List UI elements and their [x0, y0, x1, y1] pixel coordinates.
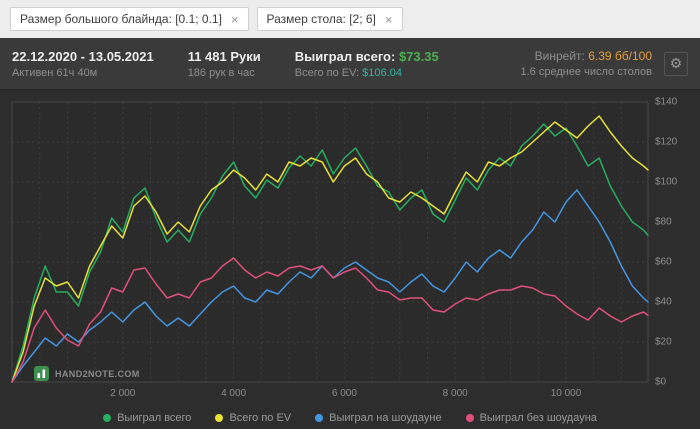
series-line-1: [11, 115, 649, 383]
y-axis-label: $20: [655, 337, 672, 348]
legend-label: Всего по EV: [229, 412, 292, 424]
x-axis-label: 6 000: [332, 388, 357, 399]
stats-header: 22.12.2020 - 13.05.2021 Активен 61ч 40м …: [0, 38, 700, 90]
legend-label: Выиграл всего: [117, 412, 192, 424]
legend-dot-yellow: [215, 414, 224, 422]
legend-label: Выиграл без шоудауна: [479, 412, 597, 424]
hand2note-logo-icon: [34, 366, 49, 381]
x-axis-label: 8 000: [443, 388, 468, 399]
winrate-group: Винрейт: 6.39 бб/100 1.6 среднее число с…: [520, 49, 652, 78]
series-line-3: [11, 257, 649, 383]
settings-button[interactable]: ⚙: [664, 51, 688, 76]
legend-item-non-showdown[interactable]: Выиграл без шоудауна: [465, 412, 597, 424]
hands-per-hour: 186 рук в час: [187, 66, 255, 79]
legend-dot-pink: [465, 414, 474, 422]
y-axis-label: $60: [655, 257, 672, 268]
y-axis-label: $0: [655, 377, 667, 388]
winnings-group: Выиграл всего: $73.35 Всего по EV: $106.…: [295, 49, 439, 79]
chart-legend: Выиграл всего Всего по EV Выиграл на шоу…: [0, 407, 700, 429]
report-panel: 22.12.2020 - 13.05.2021 Активен 61ч 40м …: [0, 38, 700, 429]
avg-tables: 1.6 среднее число столов: [520, 66, 652, 78]
filter-chip-table-size[interactable]: Размер стола: [2; 6] ×: [256, 7, 403, 31]
legend-dot-blue: [315, 414, 324, 422]
filter-chip-label: Размер стола: [2; 6]: [266, 12, 376, 26]
y-axis-label: $140: [655, 97, 678, 108]
close-icon[interactable]: ×: [230, 11, 239, 27]
legend-item-won-total[interactable]: Выиграл всего: [103, 412, 191, 424]
x-axis-label: 4 000: [221, 388, 246, 399]
y-axis-label: $100: [655, 177, 678, 188]
close-icon[interactable]: ×: [384, 11, 393, 27]
gear-icon: ⚙: [669, 55, 683, 71]
watermark-text: HAND2NOTE.COM: [55, 368, 140, 379]
hands-group: 11 481 Руки 186 рук в час: [188, 49, 261, 79]
filter-bar: Размер большого блайнда: [0.1; 0.1] × Ра…: [0, 0, 700, 38]
x-axis-label: 2 000: [110, 388, 135, 399]
legend-label: Выиграл на шоудауне: [329, 412, 442, 424]
won-total-value: $73.35: [398, 48, 439, 64]
winnings-graph[interactable]: $0 $20 $40 $60 $80 $100 $120 $140 2 000 4 000 6 00…: [8, 96, 692, 402]
y-axis-label: $120: [655, 137, 678, 148]
active-time: Активен 61ч 40м: [12, 66, 98, 79]
chart-area[interactable]: $0 $20 $40 $60 $80 $100 $120 $140 2 000 4 000 6 00…: [0, 90, 700, 407]
filter-chip-big-blind-size[interactable]: Размер большого блайнда: [0.1; 0.1] ×: [10, 7, 249, 31]
winrate-label: Винрейт:: [534, 49, 585, 63]
plot-background: [12, 102, 648, 382]
hand2note-watermark: HAND2NOTE.COM: [34, 366, 140, 381]
ev-total-label: Всего по EV:: [294, 66, 360, 79]
y-axis-label: $80: [655, 217, 672, 228]
hands-count: 11 481 Руки: [187, 48, 261, 64]
legend-dot-green: [103, 414, 112, 422]
winrate-value: 6.39 бб/100: [588, 49, 652, 63]
x-axis-label: 10 000: [551, 388, 582, 399]
legend-item-ev-total[interactable]: Всего по EV: [215, 412, 291, 424]
won-total-label: Выиграл всего:: [294, 48, 396, 64]
date-range: 22.12.2020 - 13.05.2021: [12, 48, 154, 64]
ev-total-value: $106.04: [362, 66, 402, 79]
y-axis-label: $40: [655, 297, 672, 308]
filter-chip-label: Размер большого блайнда: [0.1; 0.1]: [20, 12, 222, 26]
legend-item-showdown[interactable]: Выиграл на шоудауне: [315, 412, 442, 424]
date-range-group: 22.12.2020 - 13.05.2021 Активен 61ч 40м: [12, 49, 154, 79]
